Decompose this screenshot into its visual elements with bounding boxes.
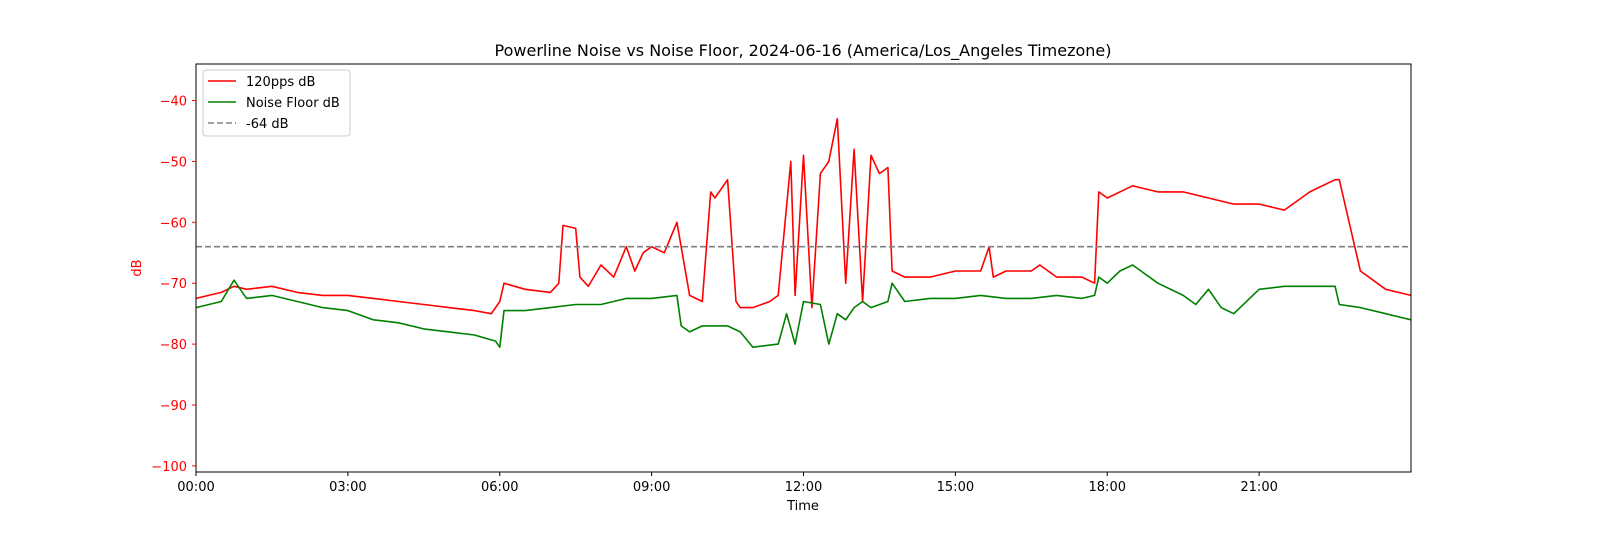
legend: 120pps dB Noise Floor dB -64 dB bbox=[202, 69, 351, 137]
plot-series bbox=[195, 118, 1412, 349]
x-tick-label: 15:00 bbox=[937, 480, 974, 495]
series-line-noise-floor-db bbox=[195, 264, 1412, 349]
legend-box bbox=[202, 69, 351, 137]
y-tick-label: −40 bbox=[160, 95, 187, 110]
y-axis-label: dB bbox=[130, 259, 145, 276]
legend-label-64-db: -64 dB bbox=[246, 117, 289, 132]
x-axis-label: Time bbox=[786, 499, 819, 514]
series-line-120pps-db bbox=[195, 118, 1412, 315]
y-tick-label: −90 bbox=[160, 399, 187, 414]
y-tick-label: −60 bbox=[160, 216, 187, 231]
x-axis: 00:00 03:00 06:00 09:00 12:00 15:00 18:00 21:00 bbox=[177, 472, 1278, 495]
x-tick-label: 12:00 bbox=[785, 480, 822, 495]
chart-title: Powerline Noise vs Noise Floor, 2024-06-… bbox=[495, 41, 1112, 61]
y-tick-label: −70 bbox=[160, 277, 187, 292]
y-axis: −40 −50 −60 −70 −80 −90 −100 bbox=[151, 95, 196, 475]
legend-label-noise-floor-db: Noise Floor dB bbox=[246, 96, 340, 111]
x-tick-label: 03:00 bbox=[329, 480, 366, 495]
y-tick-label: −80 bbox=[160, 338, 187, 353]
x-tick-label: 21:00 bbox=[1240, 480, 1277, 495]
x-tick-label: 09:00 bbox=[633, 480, 670, 495]
legend-label-120pps-db: 120pps dB bbox=[246, 75, 315, 90]
x-tick-label: 00:00 bbox=[177, 480, 214, 495]
y-tick-label: −50 bbox=[160, 155, 187, 170]
y-tick-label: −100 bbox=[151, 460, 187, 475]
x-tick-label: 06:00 bbox=[481, 480, 518, 495]
x-tick-label: 18:00 bbox=[1089, 480, 1126, 495]
